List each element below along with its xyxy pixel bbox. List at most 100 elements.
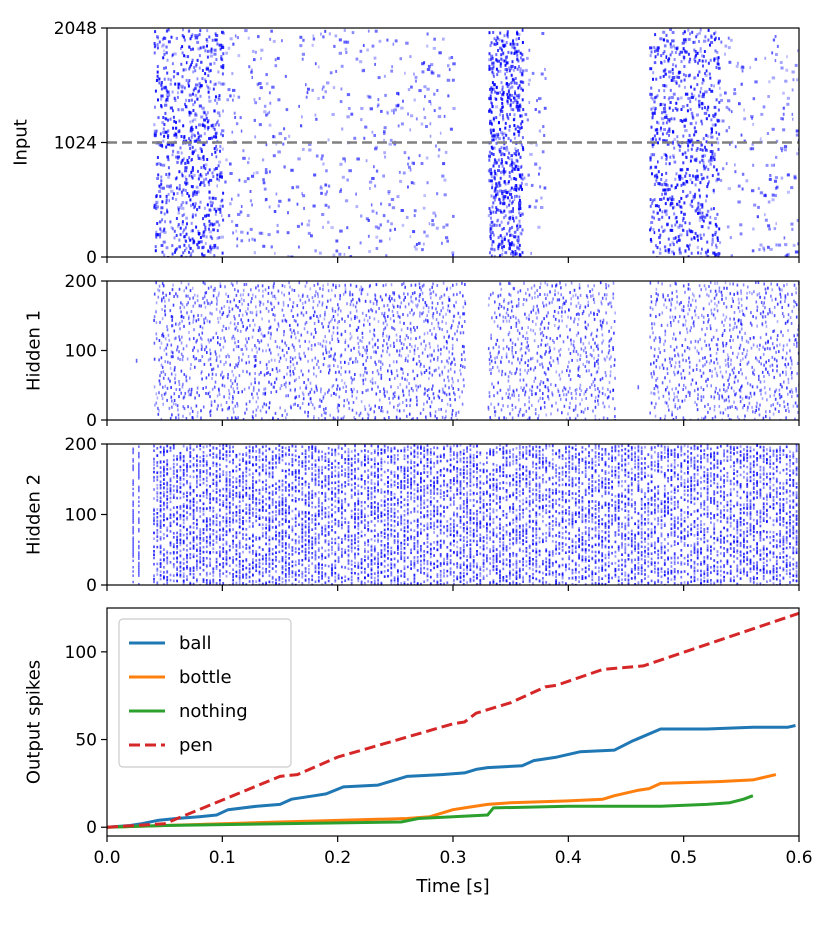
spike [504,182,507,186]
spike [791,227,794,231]
spike [513,113,516,117]
spike [696,245,699,249]
spike [443,335,445,339]
spike [782,128,786,132]
spike [265,113,268,117]
spike [157,116,160,120]
spike [650,125,653,129]
spike [509,242,512,246]
spike [350,381,353,385]
spike [663,245,667,249]
spike [270,29,273,33]
spike [536,385,539,389]
spike [492,346,495,350]
spike [325,407,327,411]
spike [684,151,687,155]
spike [752,97,756,101]
spike [674,186,677,190]
spike [176,150,180,154]
spike [155,337,158,341]
spike [499,242,502,246]
spike [720,98,723,102]
spike [733,366,735,370]
spike [582,410,585,414]
spike [737,335,739,339]
spike [488,67,491,71]
spike [660,54,663,58]
spike [727,414,730,418]
spike [214,380,217,384]
spike [192,355,195,359]
spike [510,233,514,237]
spike [793,174,797,178]
spike [725,129,728,133]
spike [760,112,764,116]
spike [305,83,307,87]
spike [203,362,206,366]
spike [291,186,294,190]
spike [671,241,675,245]
spike [519,368,522,372]
spike [784,243,788,247]
spike [790,373,793,376]
spike [154,245,157,249]
spike [386,342,388,346]
spike [779,383,782,387]
spike [425,234,429,238]
spike [764,56,767,60]
spike [251,76,253,79]
spike [704,148,707,152]
spike [188,113,191,117]
spike [392,396,394,400]
spike [461,358,463,362]
spike [568,360,570,364]
spike [655,378,657,382]
spike [182,188,185,192]
spike [258,381,260,385]
spike [795,387,797,391]
spike [437,366,440,370]
spike [521,177,524,181]
spike [773,163,775,167]
spike [500,53,503,57]
spike [522,334,524,338]
spike [167,118,169,122]
spike [735,392,737,395]
spike [773,357,776,361]
spike [340,332,343,336]
spike [691,181,694,185]
spike [559,353,561,357]
spike [572,343,575,347]
spike [381,362,384,366]
spike [590,333,592,337]
spike [667,248,671,252]
spike [331,317,333,321]
spike [254,344,256,348]
spike [659,337,662,341]
spike [658,137,661,141]
spike [526,118,529,122]
spike [659,417,662,420]
spike [772,412,775,416]
spike [307,402,310,406]
spike [490,359,493,363]
spike [383,417,386,420]
spike [327,184,331,188]
spike [710,89,714,93]
spike [268,360,270,364]
spike [653,49,656,53]
spike [712,190,715,194]
spike [172,75,175,79]
spike [702,176,705,180]
spike [374,184,377,188]
spike [269,336,272,340]
spike [289,360,292,364]
spike [690,96,694,99]
spike [653,198,656,202]
spike [192,88,195,92]
spike [494,356,496,360]
spike [206,158,209,161]
spike [382,349,384,353]
spike [653,96,656,100]
